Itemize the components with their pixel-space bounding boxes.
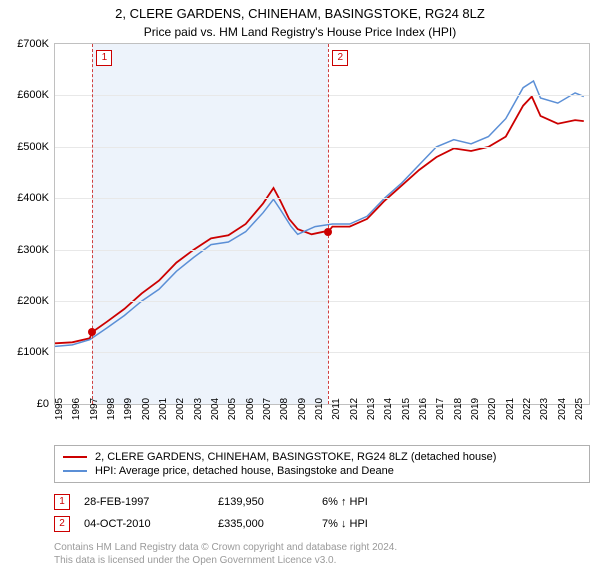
footnote-line: This data is licensed under the Open Gov… <box>54 554 590 567</box>
x-axis-labels: 1995199619971998199920002001200220032004… <box>54 405 590 439</box>
y-axis-label: £100K <box>17 346 55 358</box>
x-axis-label: 2016 <box>418 398 429 420</box>
y-axis-label: £0 <box>37 398 55 410</box>
x-axis-label: 2013 <box>366 398 377 420</box>
x-axis-label: 2018 <box>453 398 464 420</box>
gridline <box>55 301 589 302</box>
footnote-line: Contains HM Land Registry data © Crown c… <box>54 541 590 554</box>
gridline <box>55 95 589 96</box>
chart-container: 2, CLERE GARDENS, CHINEHAM, BASINGSTOKE,… <box>0 0 600 560</box>
sale-price: £335,000 <box>218 518 308 530</box>
x-axis-label: 1997 <box>89 398 100 420</box>
x-axis-label: 2021 <box>505 398 516 420</box>
x-axis-label: 2005 <box>227 398 238 420</box>
x-axis-label: 2009 <box>297 398 308 420</box>
x-axis-label: 2000 <box>141 398 152 420</box>
x-axis-label: 2015 <box>401 398 412 420</box>
y-axis-label: £200K <box>17 295 55 307</box>
sale-date: 28-FEB-1997 <box>84 496 204 508</box>
y-axis-label: £600K <box>17 89 55 101</box>
gridline <box>55 147 589 148</box>
legend-item: 2, CLERE GARDENS, CHINEHAM, BASINGSTOKE,… <box>63 450 581 464</box>
x-axis-label: 2006 <box>245 398 256 420</box>
x-axis-label: 2020 <box>487 398 498 420</box>
x-axis-label: 2017 <box>435 398 446 420</box>
legend-label: HPI: Average price, detached house, Basi… <box>95 465 394 477</box>
sale-price: £139,950 <box>218 496 308 508</box>
page-subtitle: Price paid vs. HM Land Registry's House … <box>0 23 600 43</box>
x-axis-label: 2007 <box>262 398 273 420</box>
legend: 2, CLERE GARDENS, CHINEHAM, BASINGSTOKE,… <box>54 445 590 483</box>
series-marker-dot <box>88 328 96 336</box>
sale-date: 04-OCT-2010 <box>84 518 204 530</box>
gridline <box>55 198 589 199</box>
gridline <box>55 352 589 353</box>
page-title: 2, CLERE GARDENS, CHINEHAM, BASINGSTOKE,… <box>0 0 600 23</box>
sale-row: 1 28-FEB-1997 £139,950 6% ↑ HPI <box>54 491 590 513</box>
x-axis-label: 2003 <box>193 398 204 420</box>
chart-plot-area: £0£100K£200K£300K£400K£500K£600K£700K12 <box>54 43 590 405</box>
y-axis-label: £700K <box>17 38 55 50</box>
sales-table: 1 28-FEB-1997 £139,950 6% ↑ HPI 2 04-OCT… <box>54 491 590 535</box>
footnote: Contains HM Land Registry data © Crown c… <box>54 541 590 567</box>
sale-row: 2 04-OCT-2010 £335,000 7% ↓ HPI <box>54 513 590 535</box>
series-line-hpi <box>55 81 584 346</box>
x-axis-label: 1996 <box>71 398 82 420</box>
sale-marker-badge: 2 <box>332 50 348 66</box>
x-axis-label: 1999 <box>123 398 134 420</box>
chart-lines-svg <box>55 44 589 404</box>
x-axis-label: 2001 <box>158 398 169 420</box>
legend-item: HPI: Average price, detached house, Basi… <box>63 464 581 478</box>
sale-vertical-line <box>92 44 93 404</box>
x-axis-label: 2019 <box>470 398 481 420</box>
sale-vertical-line <box>328 44 329 404</box>
legend-swatch <box>63 470 87 472</box>
x-axis-label: 2012 <box>349 398 360 420</box>
sale-marker-badge: 1 <box>96 50 112 66</box>
gridline <box>55 250 589 251</box>
x-axis-label: 2024 <box>557 398 568 420</box>
x-axis-label: 2010 <box>314 398 325 420</box>
x-axis-label: 2004 <box>210 398 221 420</box>
x-axis-label: 2025 <box>574 398 585 420</box>
x-axis-label: 2002 <box>175 398 186 420</box>
x-axis-label: 2011 <box>331 398 342 420</box>
sale-badge: 2 <box>54 516 70 532</box>
x-axis-label: 2008 <box>279 398 290 420</box>
y-axis-label: £300K <box>17 244 55 256</box>
sale-delta: 6% ↑ HPI <box>322 496 412 508</box>
legend-label: 2, CLERE GARDENS, CHINEHAM, BASINGSTOKE,… <box>95 451 496 463</box>
y-axis-label: £400K <box>17 192 55 204</box>
series-marker-dot <box>324 228 332 236</box>
y-axis-label: £500K <box>17 141 55 153</box>
x-axis-label: 1998 <box>106 398 117 420</box>
sale-delta: 7% ↓ HPI <box>322 518 412 530</box>
x-axis-label: 2022 <box>522 398 533 420</box>
x-axis-label: 2014 <box>383 398 394 420</box>
x-axis-label: 2023 <box>539 398 550 420</box>
x-axis-label: 1995 <box>54 398 65 420</box>
sale-badge: 1 <box>54 494 70 510</box>
legend-swatch <box>63 456 87 458</box>
